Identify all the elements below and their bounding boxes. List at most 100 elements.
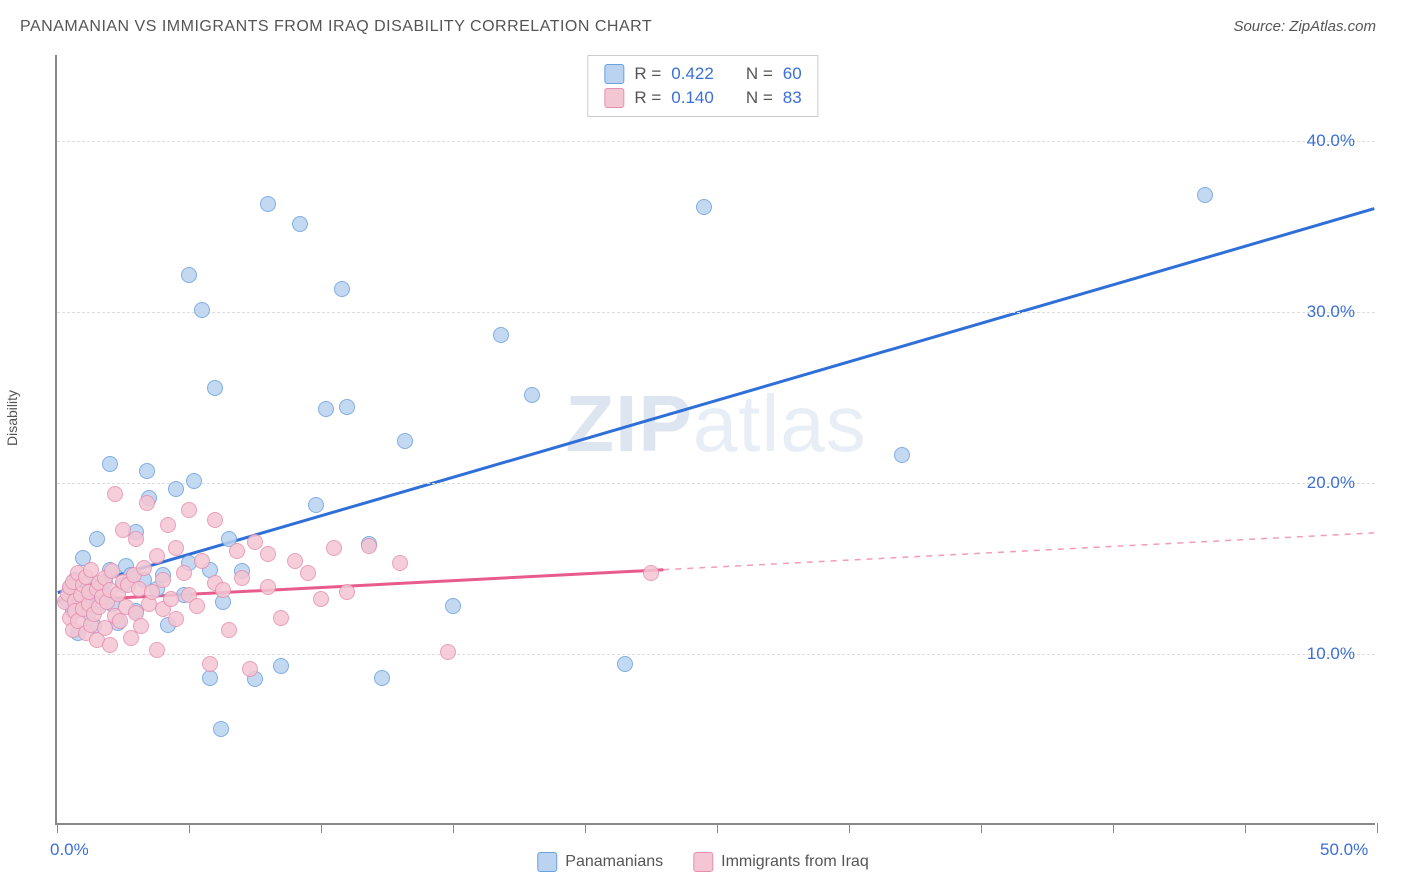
- plot-area: ZIPatlas 10.0% 20.0% 30.0% 40.0%: [55, 55, 1375, 825]
- point-iraq: [242, 661, 258, 677]
- point-panamanian: [617, 656, 633, 672]
- grid-line: [57, 654, 1375, 655]
- r-value-pink: 0.140: [671, 88, 714, 108]
- point-iraq: [112, 613, 128, 629]
- n-value-blue: 60: [783, 64, 802, 84]
- chart-container: PANAMANIAN VS IMMIGRANTS FROM IRAQ DISAB…: [0, 0, 1406, 892]
- point-panamanian: [102, 456, 118, 472]
- x-tick: [981, 823, 982, 833]
- point-iraq: [202, 656, 218, 672]
- point-iraq: [194, 553, 210, 569]
- legend-label: Panamanians: [565, 853, 663, 870]
- point-iraq: [361, 538, 377, 554]
- point-iraq: [139, 495, 155, 511]
- point-panamanian: [894, 447, 910, 463]
- legend-stats-row-pink: R = 0.140 N = 83: [604, 86, 801, 110]
- point-iraq: [221, 622, 237, 638]
- point-panamanian: [308, 497, 324, 513]
- point-panamanian: [1197, 187, 1213, 203]
- grid-line: [57, 483, 1375, 484]
- point-panamanian: [207, 380, 223, 396]
- x-tick: [1113, 823, 1114, 833]
- point-iraq: [133, 618, 149, 634]
- x-tick: [57, 823, 58, 833]
- x-tick: [321, 823, 322, 833]
- legend-series: Panamanians Immigrants from Iraq: [537, 852, 868, 872]
- point-iraq: [643, 565, 659, 581]
- point-panamanian: [139, 463, 155, 479]
- y-tick-label: 10.0%: [1307, 644, 1355, 664]
- legend-item: Panamanians: [537, 852, 663, 872]
- r-value-blue: 0.422: [671, 64, 714, 84]
- trend-lines-layer: [57, 55, 1375, 823]
- x-tick: [189, 823, 190, 833]
- trend-line-dashed: [663, 533, 1374, 570]
- point-panamanian: [181, 267, 197, 283]
- point-iraq: [155, 572, 171, 588]
- point-iraq: [326, 540, 342, 556]
- point-iraq: [149, 642, 165, 658]
- legend-label: Immigrants from Iraq: [721, 853, 869, 870]
- y-tick-label: 40.0%: [1307, 131, 1355, 151]
- point-iraq: [207, 512, 223, 528]
- y-tick-label: 30.0%: [1307, 302, 1355, 322]
- grid-line: [57, 312, 1375, 313]
- legend-swatch-pink: [604, 88, 624, 108]
- point-panamanian: [445, 598, 461, 614]
- point-iraq: [128, 531, 144, 547]
- point-iraq: [189, 598, 205, 614]
- point-iraq: [163, 591, 179, 607]
- point-panamanian: [273, 658, 289, 674]
- point-iraq: [440, 644, 456, 660]
- point-iraq: [107, 486, 123, 502]
- y-tick-label: 20.0%: [1307, 473, 1355, 493]
- legend-swatch-blue: [604, 64, 624, 84]
- point-panamanian: [292, 216, 308, 232]
- point-iraq: [247, 534, 263, 550]
- point-panamanian: [334, 281, 350, 297]
- legend-stats-row-blue: R = 0.422 N = 60: [604, 62, 801, 86]
- x-tick: [1377, 823, 1378, 833]
- chart-title: PANAMANIAN VS IMMIGRANTS FROM IRAQ DISAB…: [20, 18, 652, 36]
- point-panamanian: [213, 721, 229, 737]
- point-iraq: [168, 540, 184, 556]
- point-panamanian: [89, 531, 105, 547]
- point-iraq: [160, 517, 176, 533]
- point-panamanian: [524, 387, 540, 403]
- point-iraq: [181, 502, 197, 518]
- n-value-pink: 83: [783, 88, 802, 108]
- point-panamanian: [318, 401, 334, 417]
- point-panamanian: [374, 670, 390, 686]
- point-iraq: [300, 565, 316, 581]
- point-iraq: [234, 570, 250, 586]
- legend-stats: R = 0.422 N = 60 R = 0.140 N = 83: [587, 55, 818, 117]
- point-panamanian: [493, 327, 509, 343]
- point-iraq: [149, 548, 165, 564]
- x-tick: [849, 823, 850, 833]
- point-iraq: [229, 543, 245, 559]
- point-panamanian: [339, 399, 355, 415]
- grid-line: [57, 141, 1375, 142]
- legend-item: Immigrants from Iraq: [693, 852, 869, 872]
- point-panamanian: [194, 302, 210, 318]
- legend-swatch: [693, 852, 713, 872]
- x-tick: [1245, 823, 1246, 833]
- point-iraq: [260, 546, 276, 562]
- x-tick-label: 50.0%: [1320, 840, 1368, 860]
- point-iraq: [136, 560, 152, 576]
- point-panamanian: [260, 196, 276, 212]
- x-tick: [717, 823, 718, 833]
- legend-swatch: [537, 852, 557, 872]
- y-axis-label: Disability: [4, 390, 20, 446]
- x-tick: [585, 823, 586, 833]
- point-iraq: [339, 584, 355, 600]
- point-iraq: [168, 611, 184, 627]
- point-panamanian: [397, 433, 413, 449]
- point-iraq: [176, 565, 192, 581]
- watermark: ZIPatlas: [565, 378, 866, 470]
- point-iraq: [215, 582, 231, 598]
- point-panamanian: [202, 670, 218, 686]
- point-iraq: [392, 555, 408, 571]
- point-panamanian: [186, 473, 202, 489]
- point-panamanian: [696, 199, 712, 215]
